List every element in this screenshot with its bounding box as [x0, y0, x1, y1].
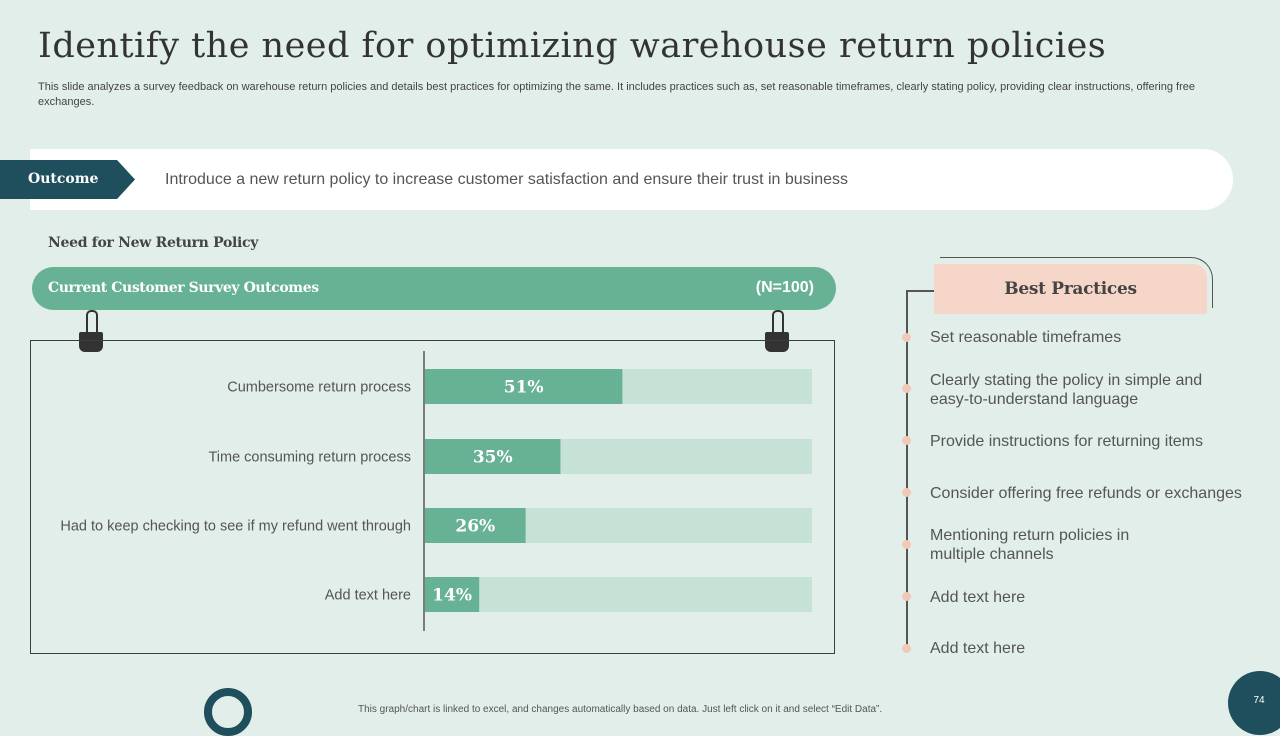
- best-practices-connector: [906, 290, 934, 292]
- outcome-banner: [30, 149, 1233, 210]
- category-label: Add text here: [325, 588, 411, 604]
- bullet-dot-icon: [902, 592, 911, 601]
- bar-value-label: 35%: [473, 448, 513, 468]
- best-practice-item: Mentioning return policies in multiple c…: [930, 527, 1130, 563]
- sample-size: (N=100): [755, 279, 814, 296]
- best-practice-item: Add text here: [930, 640, 1026, 657]
- outcome-text: Introduce a new return policy to increas…: [165, 171, 849, 188]
- survey-title: Current Customer Survey Outcomes: [48, 280, 319, 296]
- binder-clip-icon: [79, 310, 103, 354]
- footnote: This graph/chart is linked to excel, and…: [358, 704, 883, 715]
- bullet-dot-icon: [902, 333, 911, 342]
- bar-chart-svg: 51% Cumbersome return process 35% Time cons…: [60, 351, 812, 631]
- best-practice-item: Provide instructions for returning items: [930, 433, 1203, 450]
- bullet-dot-icon: [902, 540, 911, 549]
- best-practice-item: Clearly stating the policy in simple and…: [930, 372, 1203, 408]
- bar: [425, 369, 623, 404]
- bar-track: [425, 577, 812, 612]
- survey-header: Current Customer Survey Outcomes (N=100): [32, 267, 836, 310]
- best-practices-heading: Best Practices: [934, 264, 1207, 314]
- bullet-dot-icon: [902, 488, 911, 497]
- bar: [425, 508, 526, 543]
- survey-chart: 51% Cumbersome return process 35% Time cons…: [30, 340, 835, 654]
- best-practice-item: Consider offering free refunds or exchan…: [930, 485, 1242, 502]
- bullet-dot-icon: [902, 384, 911, 393]
- page-subtitle: This slide analyzes a survey feedback on…: [38, 81, 1195, 108]
- binder-clip-icon: [765, 310, 789, 354]
- decorative-ring-icon: [204, 688, 252, 736]
- bullet-dot-icon: [902, 436, 911, 445]
- outcome-label: Outcome: [0, 160, 135, 199]
- page-number: 74: [1253, 695, 1265, 706]
- category-label: Cumbersome return process: [227, 380, 411, 396]
- category-label: Time consuming return process: [208, 450, 411, 466]
- best-practices-timeline: [906, 290, 908, 652]
- best-practices-outline: [940, 257, 1213, 308]
- need-section-heading: Need for New Return Policy: [48, 235, 259, 251]
- bar: [425, 439, 561, 474]
- bar-value-label: 26%: [455, 517, 495, 537]
- bar-value-label: 51%: [504, 378, 544, 398]
- bar-value-label: 14%: [432, 586, 472, 606]
- best-practice-item: Set reasonable timeframes: [930, 329, 1122, 346]
- category-label: Had to keep checking to see if my refund…: [60, 519, 411, 535]
- best-practice-item: Add text here: [930, 589, 1026, 606]
- page-title: Identify the need for optimizing warehou…: [38, 26, 1107, 66]
- bullet-dot-icon: [902, 644, 911, 653]
- bar: [425, 577, 480, 612]
